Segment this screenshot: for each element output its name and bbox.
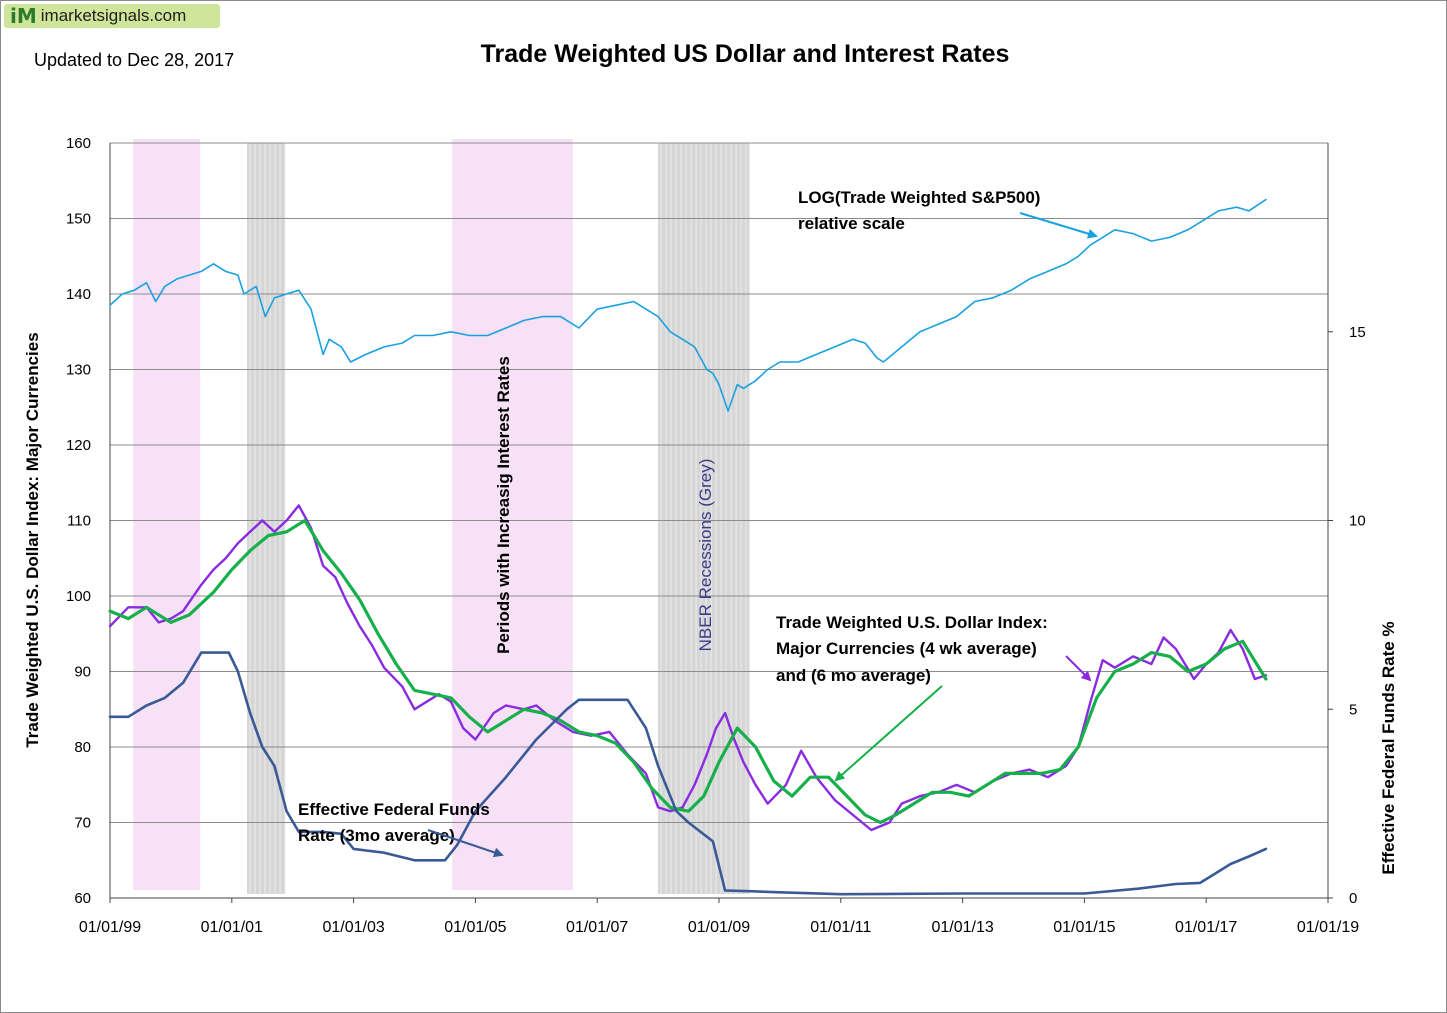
series-line-sp500 <box>109 198 1267 412</box>
y-tick-label-7: 130 <box>66 362 91 379</box>
logo-mark-icon: iM <box>10 4 37 28</box>
y-axis-title: Trade Weighted U.S. Dollar Index: Major … <box>23 332 42 747</box>
annotation-fed-line1: Effective Federal Funds <box>298 800 490 819</box>
y2-tick-label-3: 15 <box>1349 324 1366 341</box>
x-tick-label-2: 01/01/03 <box>322 919 384 936</box>
arrow-sp500 <box>1019 212 1098 239</box>
annotations: LOG(Trade Weighted S&P500) relative scale… <box>298 188 1098 858</box>
annotation-sp500-line1: LOG(Trade Weighted S&P500) <box>798 188 1040 207</box>
y-tick-label-2: 80 <box>74 739 91 756</box>
y-tick-label-1: 70 <box>74 815 91 832</box>
x-tick-label-10: 01/01/19 <box>1297 919 1359 936</box>
recession-band-1 <box>247 143 286 894</box>
x-tick-label-5: 01/01/09 <box>688 919 750 936</box>
x-tick-label-7: 01/01/13 <box>931 919 993 936</box>
logo-text: imarketsignals.com <box>40 6 187 25</box>
series-line-fed_funds <box>108 651 1268 896</box>
y2-tick-label-0: 0 <box>1349 890 1357 907</box>
y-tick-label-9: 150 <box>66 211 91 228</box>
gridlines <box>110 142 1328 823</box>
annotation-usd-line3: and (6 mo average) <box>776 666 931 685</box>
x-tick-label-1: 01/01/01 <box>201 919 263 936</box>
x-tick-label-8: 01/01/15 <box>1053 919 1115 936</box>
series-line-usd_6mo <box>108 518 1268 825</box>
recession-band-3 <box>658 143 750 894</box>
y-tick-label-5: 110 <box>67 513 91 530</box>
shaded-bands <box>133 139 750 894</box>
updated-date: Updated to Dec 28, 2017 <box>34 50 235 70</box>
y2-tick-label-1: 5 <box>1349 701 1357 718</box>
annotation-fed-line2: Rate (3mo average) <box>298 826 455 845</box>
site-logo[interactable]: iM imarketsignals.com <box>4 4 220 28</box>
axes: 60 70 80 90 100 110 120 130 140 150 160 0 5 10 15 01/01… <box>23 135 1398 936</box>
annotation-sp500-line2: relative scale <box>798 214 905 233</box>
y-tick-label-10: 160 <box>66 135 91 152</box>
series-lines <box>108 198 1268 896</box>
x-tick-label-4: 01/01/07 <box>566 919 628 936</box>
x-tick-label-9: 01/01/17 <box>1175 919 1237 936</box>
annotation-rising-rates: Periods with Increasig Interest Rates <box>494 356 513 654</box>
y2-axis-title: Effective Federal Funds Rate % <box>1379 621 1398 874</box>
y-tick-label-0: 60 <box>74 890 91 907</box>
y2-tick-label-2: 10 <box>1349 513 1366 530</box>
annotation-recessions: NBER Recessions (Grey) <box>696 459 715 652</box>
y-tick-label-8: 140 <box>66 286 91 303</box>
rising-rates-band-0 <box>133 139 201 890</box>
y-tick-label-6: 120 <box>66 437 91 454</box>
arrow-usd-6mo <box>834 685 943 782</box>
annotation-usd-line2: Major Currencies (4 wk average) <box>776 639 1037 658</box>
x-tick-label-0: 01/01/99 <box>79 919 141 936</box>
y-tick-label-4: 100 <box>66 588 91 605</box>
arrow-fed-funds <box>427 829 504 858</box>
chart-title: Trade Weighted US Dollar and Interest Ra… <box>480 40 1010 68</box>
y-tick-label-3: 90 <box>74 664 91 681</box>
arrow-usd-4wk <box>1065 655 1092 682</box>
x-tick-label-3: 01/01/05 <box>444 919 506 936</box>
rising-rates-band-2 <box>452 139 573 890</box>
annotation-usd-line1: Trade Weighted U.S. Dollar Index: <box>776 613 1048 632</box>
x-tick-label-6: 01/01/11 <box>810 919 871 936</box>
